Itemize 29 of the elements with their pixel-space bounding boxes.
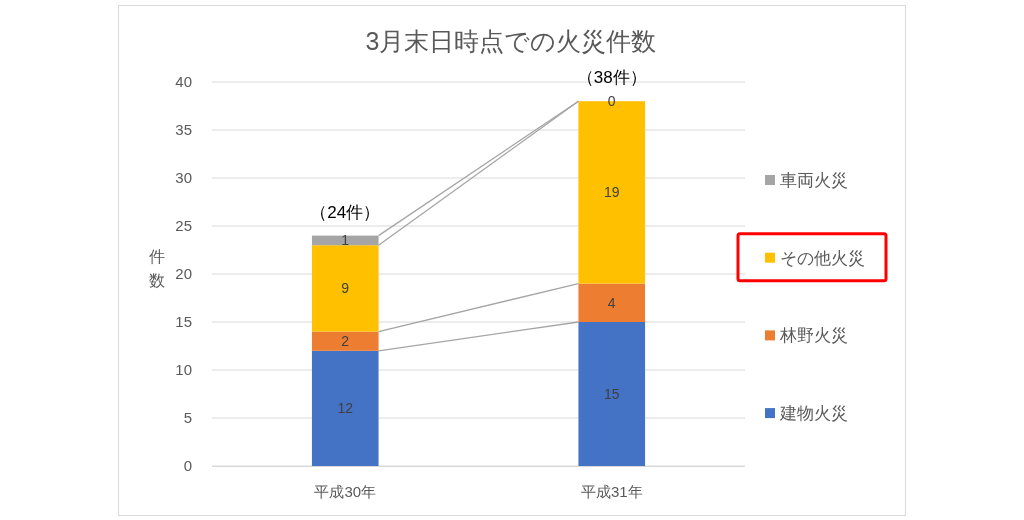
legend-item: 車両火災 bbox=[765, 171, 848, 190]
data-label: 9 bbox=[341, 280, 350, 297]
legend-item: 建物火災 bbox=[765, 404, 848, 424]
legend-label: 車両火災 bbox=[780, 171, 848, 190]
y-tick: 15 bbox=[175, 313, 192, 330]
data-label: 1 bbox=[341, 232, 350, 249]
title: 3月末日時点での火災件数 bbox=[365, 27, 657, 55]
data-label: 12 bbox=[337, 400, 354, 417]
data-label: 2 bbox=[341, 333, 350, 350]
y-tick: 25 bbox=[175, 217, 192, 234]
y-tick: 10 bbox=[175, 361, 192, 378]
y-tick: 35 bbox=[175, 121, 192, 138]
legend-label: 林野火災 bbox=[779, 326, 848, 346]
y-tick: 0 bbox=[183, 457, 192, 474]
y-tick: 40 bbox=[175, 73, 192, 90]
y-tick: 20 bbox=[175, 265, 192, 282]
legend-item: 林野火災 bbox=[765, 326, 848, 346]
total: （24件） bbox=[310, 202, 381, 222]
data-label: 15 bbox=[603, 386, 620, 402]
y-tick: 30 bbox=[175, 169, 192, 186]
y-tick: 5 bbox=[183, 409, 192, 426]
legend-label: 建物火災 bbox=[779, 404, 848, 424]
x-tick: 平成31年 bbox=[580, 483, 643, 500]
data-label: 4 bbox=[607, 294, 616, 311]
x-tick: 平成30年 bbox=[314, 483, 377, 500]
data-label: 19 bbox=[603, 184, 620, 201]
total: （38件） bbox=[576, 68, 647, 88]
legend-item: その他火災 bbox=[765, 248, 865, 268]
y-label: 件数 bbox=[149, 248, 165, 289]
